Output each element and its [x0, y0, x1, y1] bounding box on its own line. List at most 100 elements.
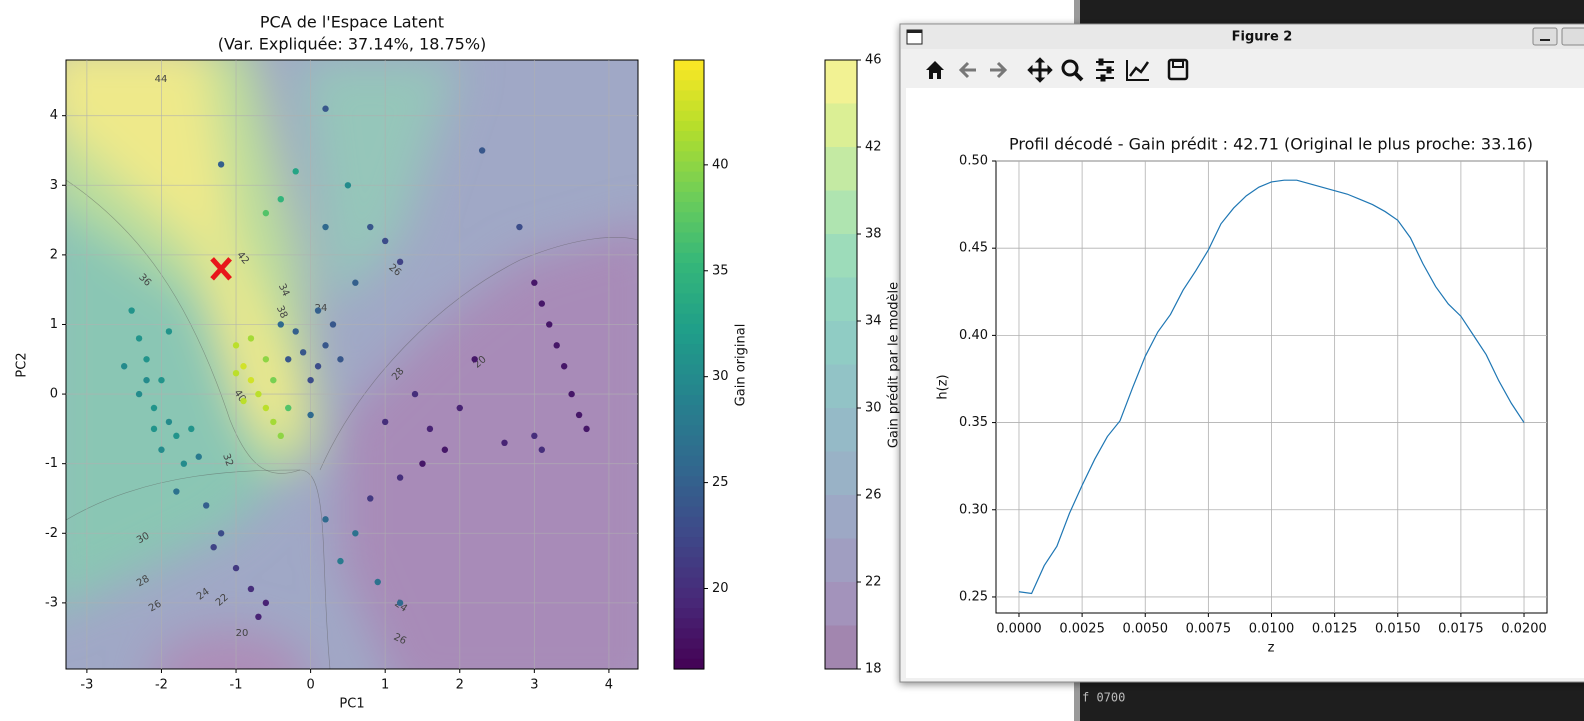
colorbar-gradient: [674, 283, 704, 295]
colorbar-gradient: [674, 354, 704, 366]
scatter-point: [292, 168, 299, 175]
chart-subtitle: (Var. Expliquée: 37.14%, 18.75%): [218, 35, 487, 54]
colorbar-gradient: [674, 191, 704, 203]
scatter-point: [441, 446, 449, 453]
scatter-point: [538, 446, 545, 453]
colorbar-gradient: [674, 313, 704, 325]
scatter-point: [411, 390, 419, 398]
window-title: Figure 2: [1232, 30, 1293, 45]
scatter-point: [247, 335, 255, 342]
colorbar-gradient: [674, 151, 704, 163]
scatter-point: [314, 363, 322, 370]
x-tick-label: -3: [80, 678, 93, 693]
x-tick-label: 0.0150: [1375, 622, 1421, 637]
edit-axes-button[interactable]: [1126, 60, 1150, 81]
scatter-point: [262, 356, 270, 363]
title-bar: [901, 25, 1584, 49]
colorbar-gradient: [674, 181, 704, 193]
scatter-point: [322, 223, 329, 231]
toolbar-buttons: [926, 57, 1189, 83]
x-tick-label: 1: [381, 678, 389, 693]
window-icon: [907, 30, 922, 33]
maximize-button[interactable]: [1561, 27, 1584, 46]
scatter-point: [367, 223, 374, 231]
back-button[interactable]: [958, 61, 976, 79]
x-tick-label: 0.0050: [1122, 622, 1168, 637]
colorbar-gradient: [674, 476, 704, 487]
scatter-point: [255, 613, 262, 620]
scatter-point: [173, 488, 180, 495]
colorbar-gradient: [674, 648, 704, 660]
configure-button[interactable]: [1096, 58, 1114, 82]
scatter-point: [173, 432, 180, 440]
scatter-point: [337, 356, 344, 363]
scatter-point: [292, 328, 299, 335]
colorbar-gradient: [674, 161, 704, 173]
x-tick-label: 0.0075: [1186, 622, 1232, 637]
scatter-point: [583, 425, 590, 433]
scatter-point: [277, 196, 284, 203]
scatter-point: [143, 376, 150, 384]
x-tick-label: -1: [230, 678, 243, 693]
colorbar-gradient: [674, 577, 704, 589]
colorbar-tick-label: 22: [865, 575, 882, 590]
colorbar-tick-label: 25: [712, 475, 729, 490]
scatter-point: [150, 404, 158, 412]
scatter-point: [210, 544, 217, 551]
scatter-point: [188, 425, 195, 433]
colorbar-tick-label: 26: [865, 488, 882, 503]
scatter-point: [150, 425, 158, 433]
colorbar-gradient: [674, 232, 704, 244]
scatter-point: [277, 432, 284, 440]
scatter-point: [262, 599, 270, 607]
forward-button[interactable]: [990, 61, 1008, 79]
scatter-point: [232, 342, 240, 349]
scatter-point: [247, 376, 255, 384]
x-tick-label: 0.0175: [1438, 622, 1484, 637]
scatter-point: [240, 363, 247, 370]
save-button[interactable]: [1167, 58, 1189, 81]
y-tick-label: -1: [45, 456, 58, 471]
scatter-point: [262, 404, 270, 412]
pan-button[interactable]: [1027, 57, 1053, 83]
minimize-button[interactable]: [1532, 27, 1558, 46]
colorbar-gradient: [674, 455, 704, 467]
y-tick-label: 1: [50, 317, 58, 332]
colorbar-gradient: [674, 242, 704, 254]
colorbar-tick-label: 20: [712, 581, 729, 596]
y-axis-label: PC2: [15, 352, 30, 377]
contour-label: 34: [276, 282, 291, 298]
scatter-point: [568, 390, 575, 398]
home-button[interactable]: [926, 61, 944, 79]
scatter-point: [217, 161, 225, 168]
x-tick-label: 0.0125: [1312, 622, 1358, 637]
scatter-point: [217, 530, 225, 537]
scatter-point: [270, 418, 277, 426]
colorbar-gradient: [674, 618, 704, 629]
colorbar-gradient: [674, 334, 704, 345]
scatter-point: [553, 342, 560, 349]
toolbar: [906, 50, 1584, 88]
colorbar-gradient: [674, 597, 704, 609]
colorbar-gradient: [674, 374, 704, 386]
colorbar-gradient: [674, 303, 704, 315]
y-tick-label: 0.50: [959, 154, 988, 169]
x-tick-label: 0.0100: [1249, 622, 1295, 637]
colorbar-gradient: [674, 120, 704, 132]
scatter-point: [337, 557, 344, 565]
colorbar-level: [825, 234, 857, 278]
line-series: [1018, 179, 1525, 595]
y-tick-label: 0.40: [959, 328, 988, 343]
figure-canvas: [906, 88, 1584, 678]
scatter-point: [478, 147, 486, 154]
scatter-point: [531, 279, 538, 286]
colorbar-gradient: [674, 537, 704, 548]
colorbar-tick-label: 30: [865, 401, 882, 416]
colorbar-gradient: [674, 364, 704, 376]
scatter-point: [374, 578, 381, 586]
x-tick-label: 3: [530, 678, 538, 693]
contour-label: 20: [236, 628, 249, 639]
zoom-button[interactable]: [1061, 59, 1084, 82]
x-tick-label: 2: [456, 678, 464, 693]
